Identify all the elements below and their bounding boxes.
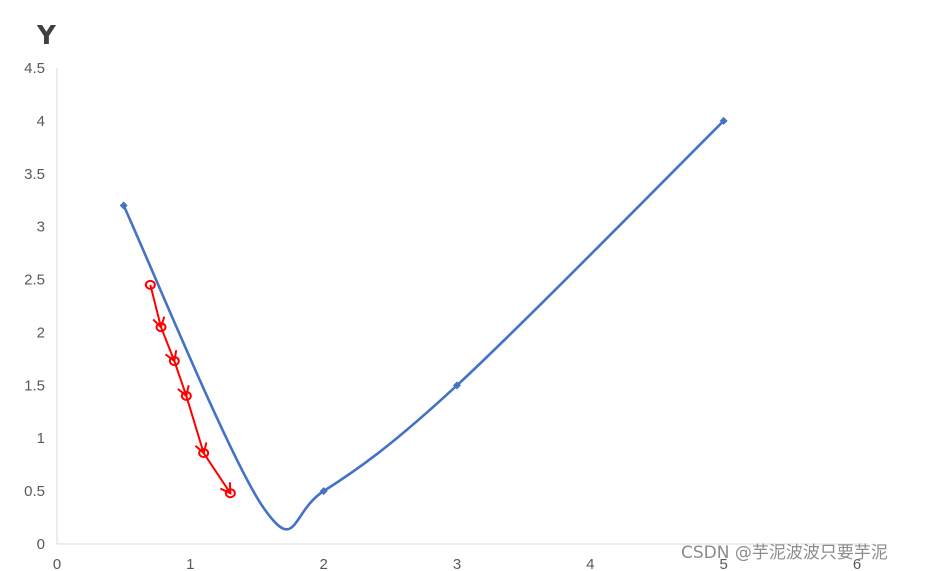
y-tick-label: 4: [37, 113, 45, 130]
y-tick-label: 1.5: [24, 377, 45, 394]
step-point-marker: [155, 322, 167, 333]
y-tick-labels: 0 0.5 1 1.5 2 2.5 3 3.5 4 4.5: [24, 60, 45, 553]
y-tick-label: 2: [37, 324, 45, 341]
step-arrow-head: [219, 482, 232, 495]
y-tick-label: 3.5: [24, 166, 45, 183]
step-point-marker: [168, 356, 180, 367]
data-point-marker: [119, 201, 128, 210]
x-tick-label: 3: [453, 556, 461, 571]
data-point-marker: [319, 487, 328, 496]
watermark: CSDN @芋泥波波只要芋泥: [681, 543, 888, 563]
series-group: [119, 116, 728, 531]
step-point-marker: [180, 390, 192, 401]
y-axis-title: Y: [36, 21, 57, 51]
step-arrow-line: [173, 360, 188, 397]
x-tick-label: 5: [719, 556, 727, 571]
series-line: [122, 119, 725, 531]
step-point-marker: [224, 488, 236, 499]
step-arrow-line: [185, 395, 205, 454]
y-tick-label: 2.5: [24, 272, 45, 289]
step-point-marker: [198, 448, 210, 459]
y-tick-label: 0: [37, 536, 45, 553]
step-arrow-line: [202, 452, 232, 494]
step-arrow-line: [149, 284, 162, 328]
data-point-marker: [719, 116, 728, 125]
step-point-marker: [144, 279, 156, 290]
axes: [56, 68, 868, 545]
y-tick-label: 4.5: [24, 60, 45, 77]
x-tick-label: 6: [853, 556, 861, 571]
x-tick-label: 0: [53, 556, 61, 571]
y-tick-label: 0.5: [24, 483, 45, 500]
data-point-marker: [453, 381, 461, 390]
x-tick-labels: 0 1 2 3 4 5 6: [53, 556, 861, 571]
x-tick-label: 1: [186, 556, 194, 571]
x-tick-label: 4: [586, 556, 594, 571]
gradient-steps: [144, 279, 236, 499]
x-tick-label: 2: [319, 556, 327, 571]
y-tick-label: 1: [37, 430, 45, 447]
step-arrow-line: [160, 326, 176, 362]
y-tick-label: 3: [37, 219, 45, 236]
